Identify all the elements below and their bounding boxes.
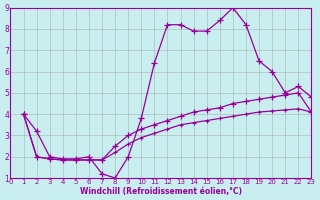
X-axis label: Windchill (Refroidissement éolien,°C): Windchill (Refroidissement éolien,°C) <box>80 187 242 196</box>
